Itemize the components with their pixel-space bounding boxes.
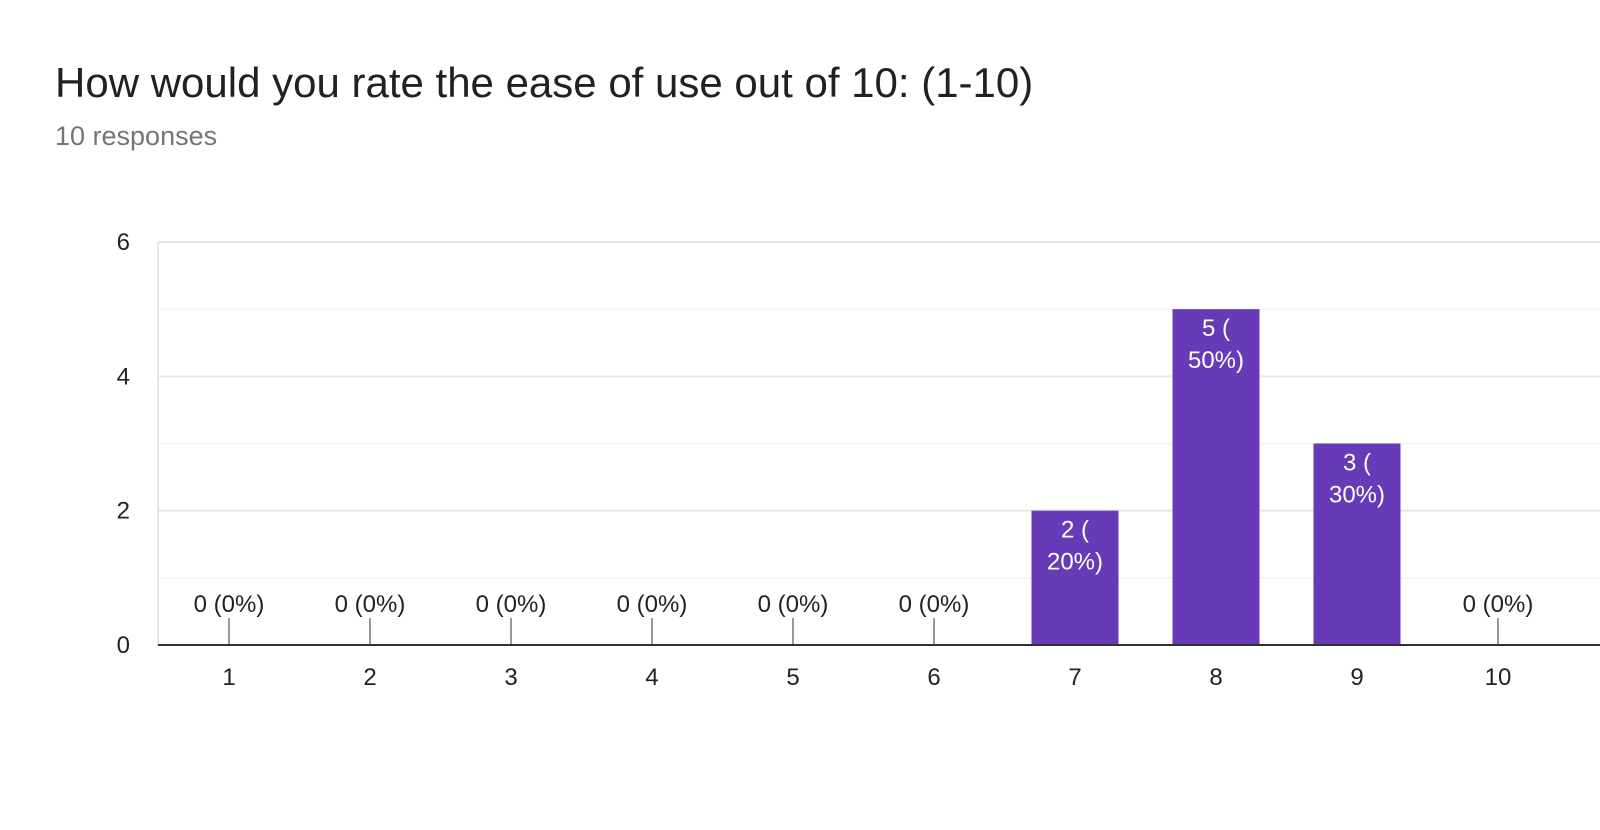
bar — [1313, 443, 1401, 645]
data-label: 0 (0%) — [899, 591, 970, 618]
data-label: 0 (0%) — [1463, 591, 1534, 618]
x-tick-label: 9 — [1350, 664, 1363, 691]
data-label: 30%) — [1329, 482, 1385, 509]
data-label: 2 ( — [1061, 517, 1089, 544]
x-tick-label: 1 — [222, 664, 235, 691]
data-label: 5 ( — [1202, 315, 1230, 342]
x-tick-label: 2 — [363, 664, 376, 691]
data-label: 0 (0%) — [758, 591, 829, 618]
x-tick-label: 3 — [504, 664, 517, 691]
response-count: 10 responses — [55, 121, 218, 151]
x-tick-label: 8 — [1209, 664, 1222, 691]
x-tick-label: 4 — [645, 664, 658, 691]
bar — [1031, 510, 1119, 645]
data-label: 3 ( — [1343, 450, 1371, 477]
data-label: 0 (0%) — [335, 591, 406, 618]
data-label: 0 (0%) — [194, 591, 265, 618]
y-tick-label: 2 — [117, 498, 130, 525]
data-label: 50%) — [1188, 347, 1244, 374]
y-tick-label: 6 — [117, 229, 130, 256]
x-tick-label: 6 — [927, 664, 940, 691]
data-label: 0 (0%) — [617, 591, 688, 618]
y-tick-label: 4 — [117, 363, 130, 390]
chart-title: How would you rate the ease of use out o… — [55, 59, 1034, 106]
x-tick-label: 5 — [786, 664, 799, 691]
x-tick-label: 10 — [1485, 664, 1512, 691]
bar — [1172, 309, 1260, 645]
data-label: 20%) — [1047, 549, 1103, 576]
y-tick-label: 0 — [117, 632, 130, 659]
x-tick-label: 7 — [1068, 664, 1081, 691]
data-label: 0 (0%) — [476, 591, 547, 618]
